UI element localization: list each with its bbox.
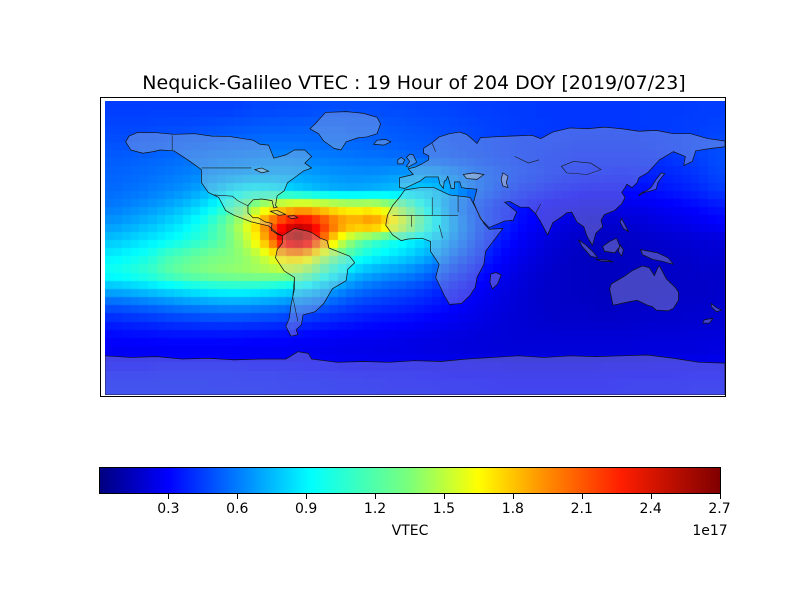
black-sea-outline (463, 173, 484, 180)
great-lakes-outline (255, 168, 269, 173)
colorbar-tick-label: 0.9 (295, 501, 318, 517)
world-map-overlay (105, 101, 725, 395)
map-area (105, 101, 725, 395)
colorbar-tick-label: 2.4 (639, 501, 662, 517)
colorbar-axis-label: VTEC (391, 523, 429, 539)
colorbar-gradient (99, 467, 721, 494)
colorbar-tick (581, 494, 583, 499)
colorbar-tick-label: 1.8 (501, 501, 524, 517)
antarctica-landmass (105, 352, 725, 395)
colorbar-tick (443, 494, 445, 499)
colorbar-tick-label: 0.6 (226, 501, 249, 517)
country-borders (172, 135, 601, 321)
vtec-heatmap-canvas (105, 101, 725, 395)
north-america-landmass (126, 132, 312, 235)
colorbar-exponent-label: 1e17 (692, 523, 728, 539)
colorbar-tick (306, 494, 308, 499)
africa-landmass (386, 188, 503, 305)
colorbar-tick (650, 494, 652, 499)
eurasia-landmass (400, 127, 725, 245)
plot-title: Nequick-Galileo VTEC : 19 Hour of 204 DO… (142, 72, 686, 94)
colorbar-tick-label: 0.3 (157, 501, 180, 517)
colorbar-tick (719, 494, 721, 499)
colorbar-tick (375, 494, 377, 499)
colorbar-tick-label: 1.5 (432, 501, 456, 517)
colorbar-tick (168, 494, 170, 499)
australia-landmass (610, 266, 679, 311)
colorbar-tick (237, 494, 239, 499)
colorbar-tick-label: 1.2 (363, 501, 387, 517)
islands-landmass (270, 139, 721, 323)
greenland-landmass (310, 112, 381, 150)
caspian-sea-outline (501, 173, 508, 188)
colorbar-tick-label: 2.1 (570, 501, 593, 517)
south-america-landmass (276, 228, 355, 336)
colorbar-tick (512, 494, 514, 499)
colorbar-tick-label: 2.7 (708, 501, 731, 517)
